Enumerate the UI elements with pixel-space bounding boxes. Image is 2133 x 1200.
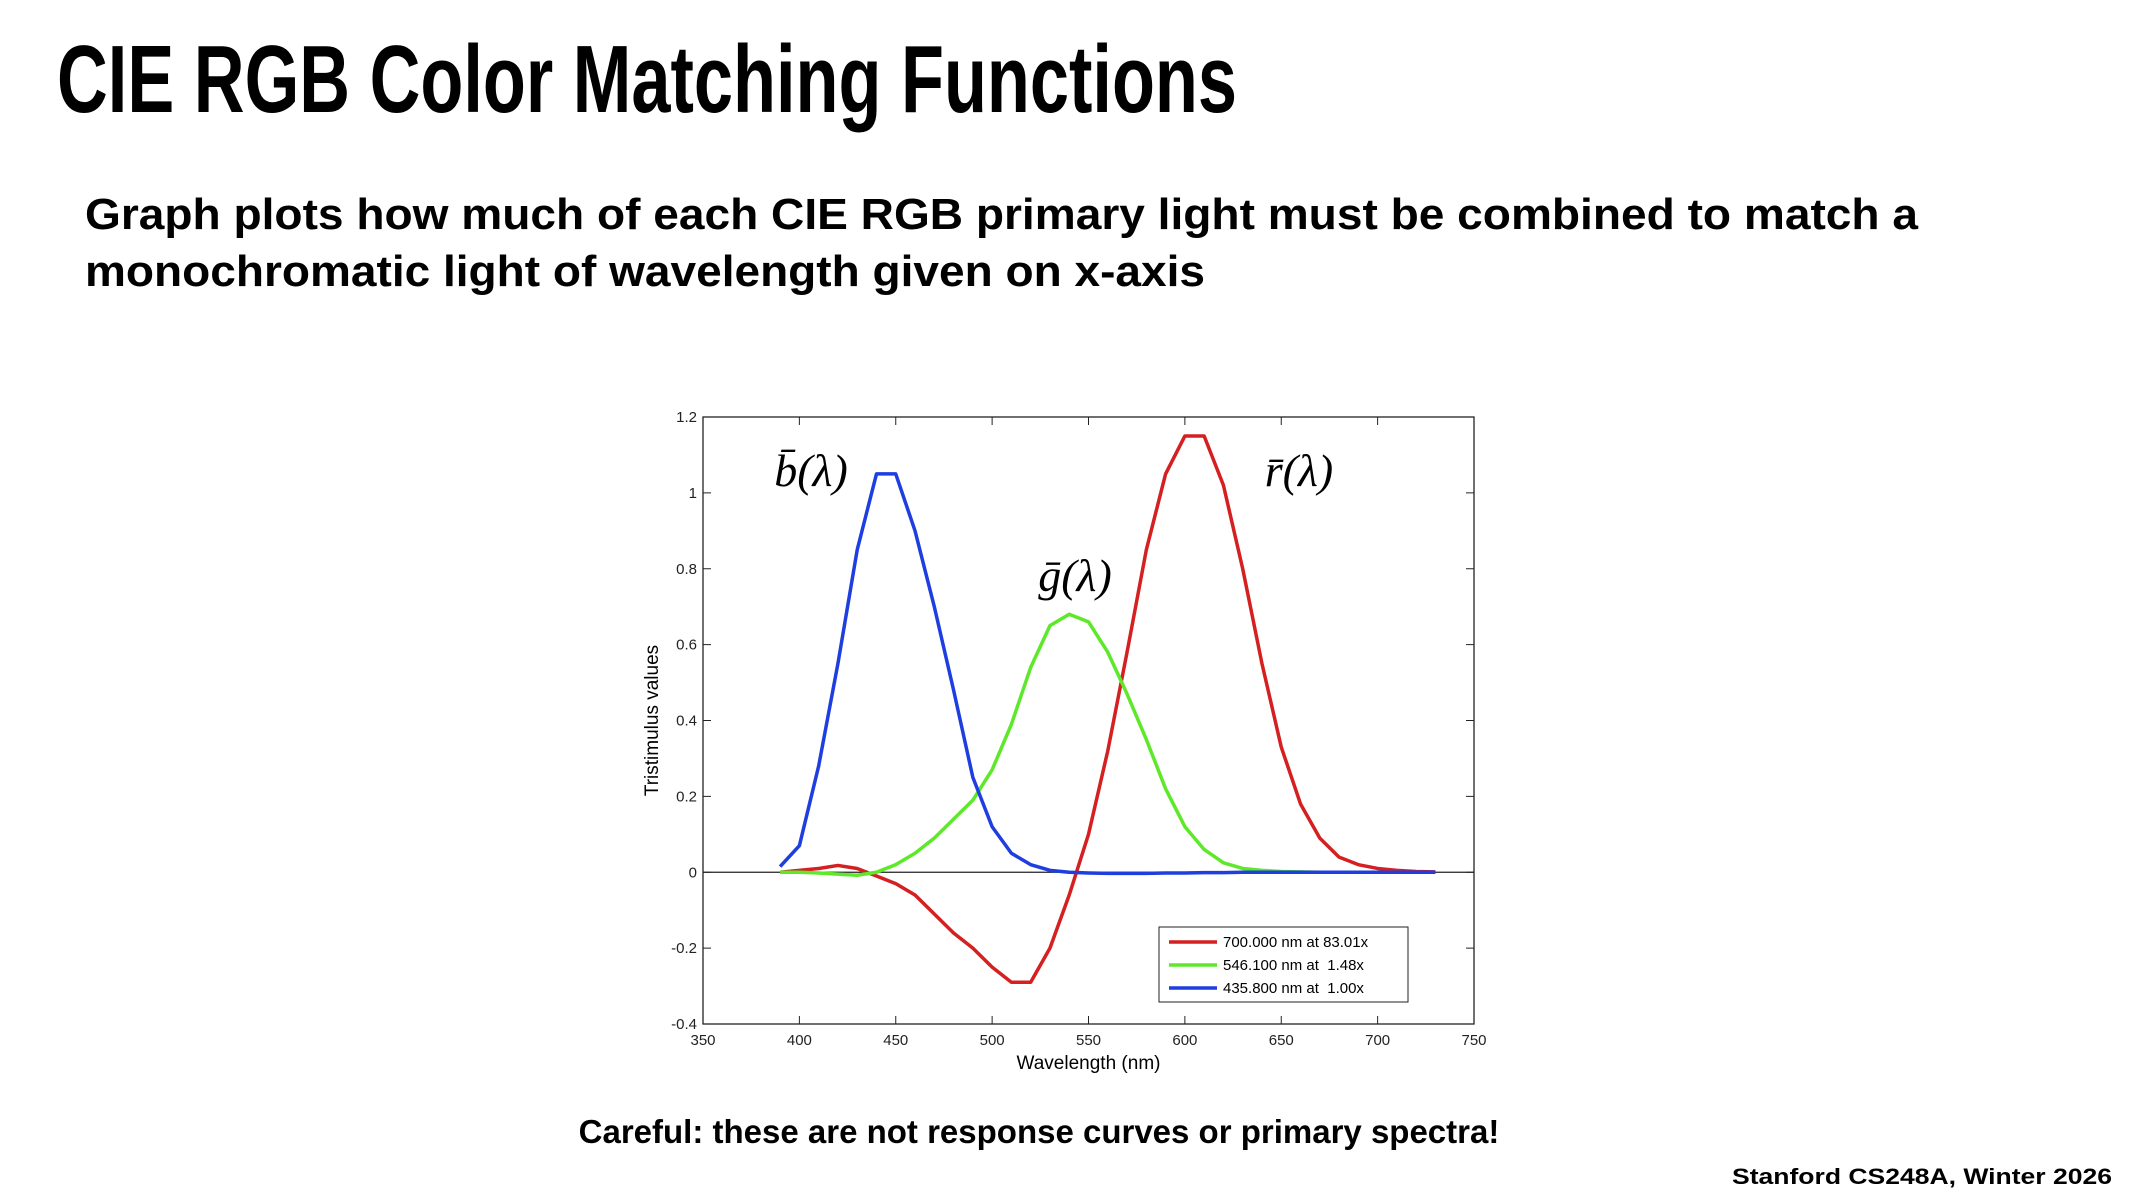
y-tick-label: 1.2: [676, 409, 697, 426]
series-line: [779, 434, 1436, 985]
y-tick-label: 0.8: [676, 561, 697, 578]
subtitle-line: monochromatic light of wavelength given …: [85, 247, 1205, 296]
series-line: [778, 472, 1436, 876]
x-tick-label: 450: [883, 1032, 908, 1049]
chart: 350 400 450 500 550 600 650 700 750 -0.4 -0.2 0 0.2 0…: [642, 409, 1487, 1074]
curve-label: b̄(λ): [774, 445, 848, 496]
y-tick-label: -0.2: [671, 940, 697, 957]
y-tick-label: 0.4: [676, 713, 697, 730]
plot-area: [702, 416, 1475, 1025]
footer: Stanford CS248A, Winter 2026: [1732, 1164, 2112, 1189]
y-tick-label: 0.2: [676, 788, 697, 805]
x-tick-label: 600: [1172, 1032, 1197, 1049]
x-axis-label: Wavelength (nm): [1017, 1053, 1161, 1074]
x-tick-label: 650: [1269, 1032, 1294, 1049]
subtitle-line: Graph plots how much of each CIE RGB pri…: [85, 190, 1919, 239]
y-tick-label: -0.4: [671, 1016, 697, 1033]
curve-label: r̄(λ): [1265, 445, 1333, 496]
x-tick-label: 500: [980, 1032, 1005, 1049]
x-tick-label: 400: [787, 1032, 812, 1049]
y-tick-label: 0: [689, 864, 697, 881]
y-axis-label: Tristimulus values: [642, 645, 663, 796]
legend-label: 546.100 nm at 1.48x: [1223, 957, 1364, 974]
x-tick-label: 750: [1461, 1032, 1486, 1049]
y-tick-label: 1: [689, 485, 697, 502]
legend-label: 700.000 nm at 83.01x: [1223, 934, 1369, 951]
x-tick-label: 350: [690, 1032, 715, 1049]
slide-title: CIE RGB Color Matching Functions: [57, 26, 1237, 133]
x-tick-label: 550: [1076, 1032, 1101, 1049]
caption: Careful: these are not response curves o…: [579, 1113, 1500, 1150]
legend-label: 435.800 nm at 1.00x: [1223, 980, 1364, 997]
x-tick-label: 700: [1365, 1032, 1390, 1049]
curve-label: ḡ(λ): [1038, 550, 1112, 601]
legend: 700.000 nm at 83.01x 546.100 nm at 1.48x 4…: [1158, 926, 1409, 1003]
y-tick-label: 0.6: [676, 637, 697, 654]
